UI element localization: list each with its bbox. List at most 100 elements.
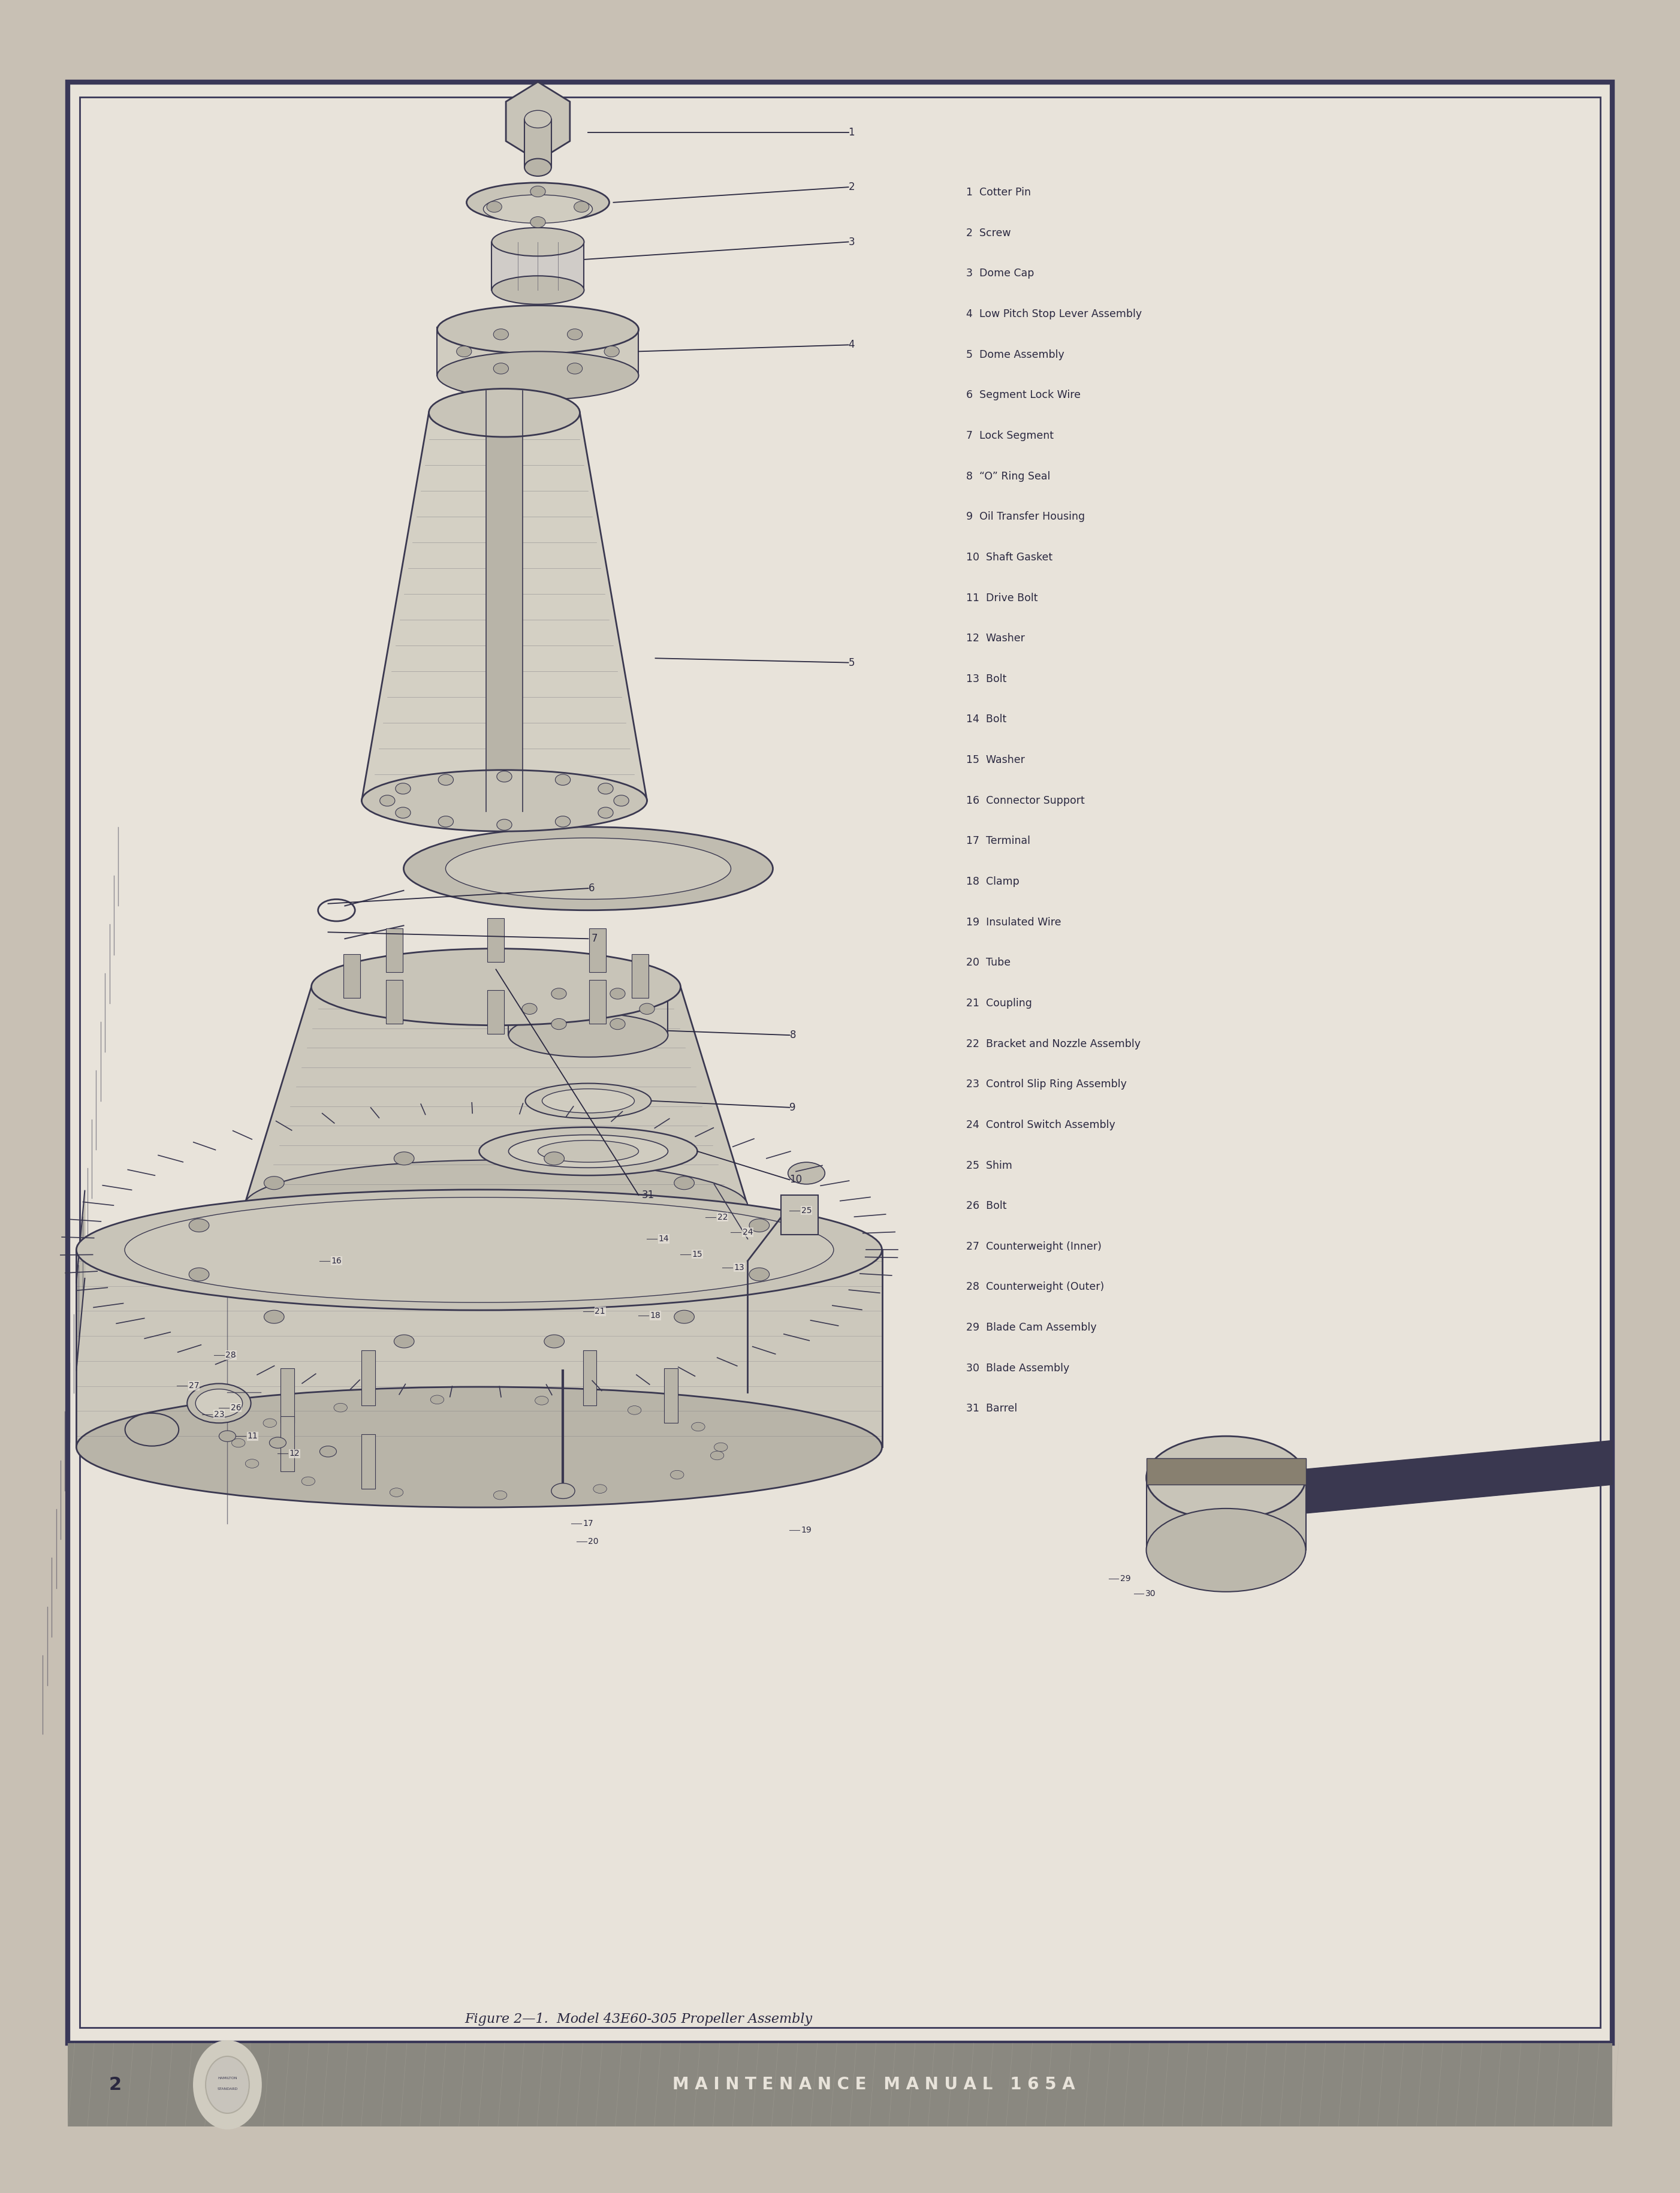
- Text: 25: 25: [801, 1206, 811, 1215]
- Text: 7  Lock Segment: 7 Lock Segment: [966, 430, 1053, 441]
- Ellipse shape: [395, 807, 410, 818]
- Ellipse shape: [556, 816, 571, 827]
- Circle shape: [205, 2057, 249, 2114]
- Ellipse shape: [610, 1018, 625, 1029]
- Text: 31  Barrel: 31 Barrel: [966, 1404, 1016, 1414]
- Bar: [590, 980, 606, 1024]
- Text: 18  Clamp: 18 Clamp: [966, 877, 1020, 886]
- Circle shape: [193, 2042, 260, 2129]
- Bar: [281, 1368, 294, 1423]
- Bar: [1146, 1458, 1305, 1485]
- Ellipse shape: [749, 1219, 769, 1232]
- Ellipse shape: [497, 772, 512, 783]
- Ellipse shape: [264, 1309, 284, 1322]
- Bar: [583, 1351, 596, 1406]
- Ellipse shape: [438, 774, 454, 785]
- Text: 18: 18: [650, 1311, 660, 1320]
- Ellipse shape: [575, 202, 590, 213]
- Ellipse shape: [264, 1419, 277, 1428]
- Ellipse shape: [479, 1127, 697, 1175]
- Ellipse shape: [526, 1083, 652, 1118]
- Text: 9  Oil Transfer Housing: 9 Oil Transfer Housing: [966, 511, 1085, 522]
- Text: 9: 9: [790, 1103, 796, 1112]
- Bar: [486, 390, 522, 811]
- Ellipse shape: [124, 1197, 833, 1303]
- Text: 24  Control Switch Assembly: 24 Control Switch Assembly: [966, 1118, 1116, 1129]
- Bar: [781, 1195, 818, 1235]
- Ellipse shape: [522, 1004, 538, 1015]
- Text: 27  Counterweight (Inner): 27 Counterweight (Inner): [966, 1241, 1102, 1252]
- Ellipse shape: [524, 110, 551, 127]
- Text: 2  Screw: 2 Screw: [966, 228, 1011, 239]
- Ellipse shape: [494, 1491, 507, 1500]
- Bar: [386, 928, 403, 971]
- Text: 2: 2: [848, 182, 855, 193]
- Ellipse shape: [544, 1151, 564, 1164]
- Ellipse shape: [457, 346, 472, 357]
- Ellipse shape: [218, 1430, 235, 1441]
- Ellipse shape: [380, 796, 395, 807]
- Ellipse shape: [311, 950, 680, 1026]
- Bar: [487, 991, 504, 1035]
- Ellipse shape: [497, 820, 512, 831]
- Bar: [386, 980, 403, 1024]
- Text: 14  Bolt: 14 Bolt: [966, 715, 1006, 726]
- Text: 28  Counterweight (Outer): 28 Counterweight (Outer): [966, 1281, 1104, 1292]
- Ellipse shape: [551, 1018, 566, 1029]
- Text: 24: 24: [743, 1228, 753, 1237]
- Ellipse shape: [494, 329, 509, 340]
- Ellipse shape: [492, 228, 585, 257]
- Text: 28: 28: [225, 1351, 237, 1360]
- Polygon shape: [244, 987, 748, 1206]
- Ellipse shape: [76, 1386, 882, 1507]
- Ellipse shape: [524, 158, 551, 175]
- Text: 22  Bracket and Nozzle Assembly: 22 Bracket and Nozzle Assembly: [966, 1039, 1141, 1048]
- Ellipse shape: [551, 989, 566, 1000]
- Text: 30: 30: [1146, 1590, 1156, 1599]
- Ellipse shape: [568, 364, 583, 375]
- Ellipse shape: [494, 364, 509, 375]
- Ellipse shape: [788, 1162, 825, 1184]
- Text: Figure 2—1.  Model 43E60-305 Propeller Assembly: Figure 2—1. Model 43E60-305 Propeller As…: [465, 2013, 813, 2026]
- Text: 1: 1: [848, 127, 855, 138]
- Ellipse shape: [437, 351, 638, 399]
- Ellipse shape: [188, 1219, 208, 1232]
- Ellipse shape: [670, 1469, 684, 1478]
- Bar: [590, 928, 606, 971]
- Ellipse shape: [534, 1397, 548, 1406]
- Ellipse shape: [395, 1336, 415, 1349]
- Ellipse shape: [749, 1268, 769, 1281]
- Ellipse shape: [437, 305, 638, 353]
- Text: 12  Washer: 12 Washer: [966, 634, 1025, 645]
- Text: 3: 3: [848, 237, 855, 248]
- Ellipse shape: [301, 1476, 314, 1485]
- Text: 15: 15: [692, 1250, 702, 1259]
- Bar: [361, 1434, 375, 1489]
- Text: 20: 20: [588, 1537, 598, 1546]
- Bar: [632, 954, 648, 998]
- Ellipse shape: [593, 1485, 606, 1493]
- Ellipse shape: [544, 1336, 564, 1349]
- Ellipse shape: [509, 1013, 669, 1057]
- Ellipse shape: [361, 770, 647, 831]
- Text: 29: 29: [1121, 1575, 1131, 1583]
- Bar: [343, 954, 360, 998]
- Text: 7: 7: [591, 934, 598, 945]
- Ellipse shape: [531, 186, 546, 197]
- Ellipse shape: [403, 827, 773, 910]
- Ellipse shape: [598, 807, 613, 818]
- Text: 12: 12: [289, 1450, 299, 1458]
- Text: 4  Low Pitch Stop Lever Assembly: 4 Low Pitch Stop Lever Assembly: [966, 309, 1142, 320]
- Bar: [67, 2044, 1613, 2127]
- Text: 10  Shaft Gasket: 10 Shaft Gasket: [966, 553, 1052, 564]
- Text: 13  Bolt: 13 Bolt: [966, 673, 1006, 684]
- Bar: [664, 1368, 677, 1423]
- Text: 3  Dome Cap: 3 Dome Cap: [966, 268, 1033, 279]
- Ellipse shape: [598, 783, 613, 794]
- Bar: [361, 1351, 375, 1406]
- Text: 19: 19: [801, 1526, 811, 1535]
- Ellipse shape: [186, 1384, 250, 1423]
- Ellipse shape: [395, 783, 410, 794]
- Bar: [281, 1417, 294, 1472]
- Ellipse shape: [438, 816, 454, 827]
